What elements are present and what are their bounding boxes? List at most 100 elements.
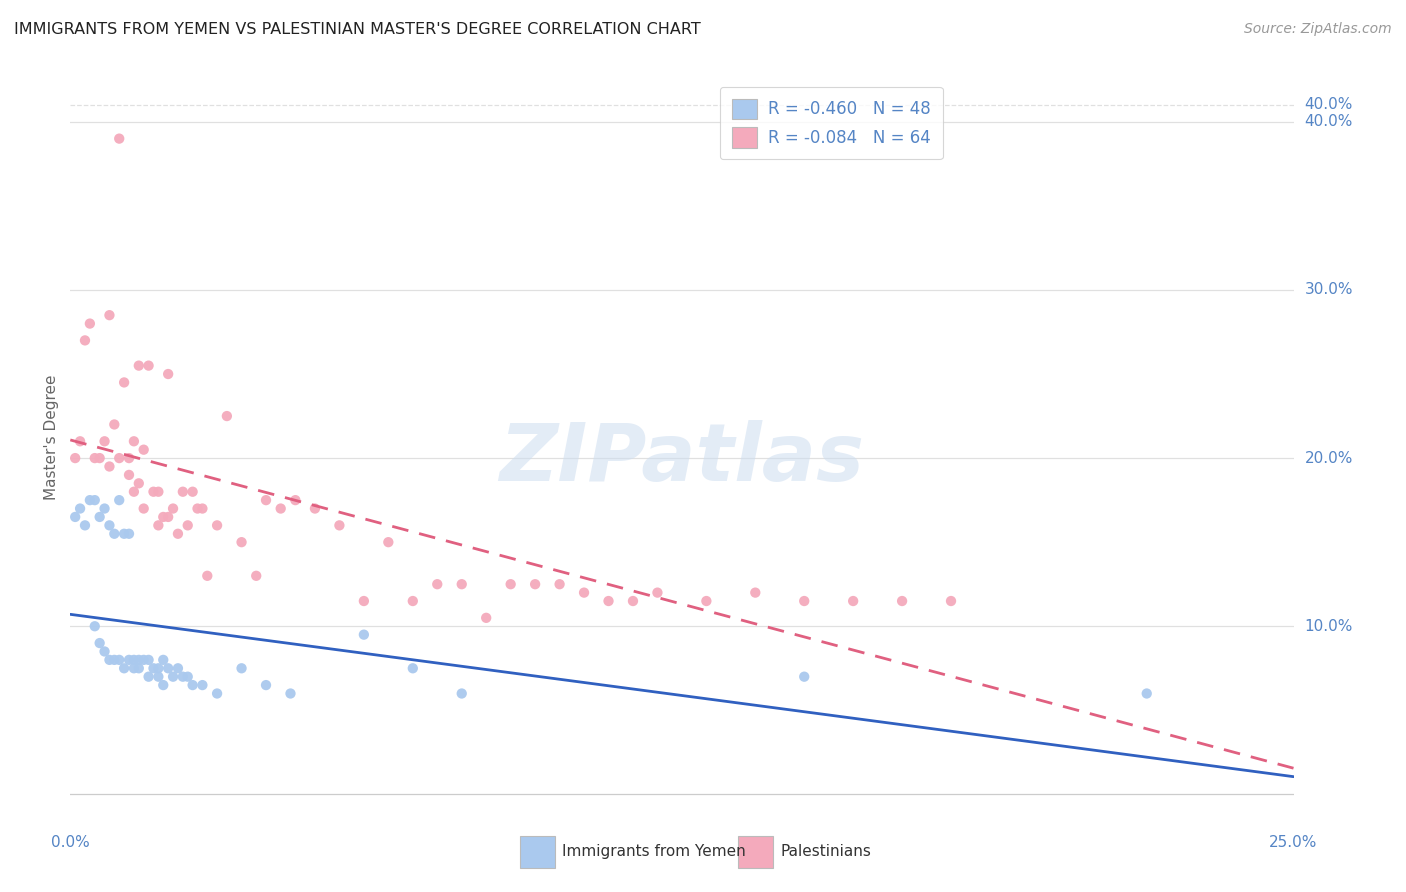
- Point: [270, 501, 292, 516]
- Point: [426, 577, 449, 591]
- Point: [118, 653, 141, 667]
- Point: [79, 317, 101, 331]
- Point: [842, 594, 865, 608]
- Point: [98, 308, 121, 322]
- Point: [450, 577, 472, 591]
- Point: [647, 585, 669, 599]
- Point: [186, 501, 208, 516]
- Text: 20.0%: 20.0%: [1305, 450, 1353, 466]
- Point: [377, 535, 399, 549]
- Point: [793, 670, 815, 684]
- Point: [450, 686, 472, 700]
- Point: [167, 526, 190, 541]
- Point: [205, 686, 228, 700]
- Point: [402, 661, 425, 675]
- Point: [132, 442, 155, 457]
- Point: [572, 585, 595, 599]
- Point: [93, 434, 115, 449]
- Point: [548, 577, 571, 591]
- Point: [172, 670, 194, 684]
- Point: [128, 661, 150, 675]
- Point: [167, 661, 190, 675]
- Point: [132, 653, 155, 667]
- Text: Palestinians: Palestinians: [780, 845, 872, 859]
- Point: [695, 594, 717, 608]
- Point: [328, 518, 350, 533]
- Point: [132, 501, 155, 516]
- Point: [122, 434, 145, 449]
- Point: [128, 359, 150, 373]
- Point: [162, 501, 184, 516]
- Point: [254, 493, 277, 508]
- Point: [108, 493, 131, 508]
- Text: 0.0%: 0.0%: [51, 836, 90, 850]
- Point: [89, 510, 111, 524]
- Point: [148, 661, 170, 675]
- Point: [122, 661, 145, 675]
- Point: [83, 619, 105, 633]
- Point: [177, 670, 200, 684]
- Point: [304, 501, 326, 516]
- Point: [245, 569, 267, 583]
- Point: [69, 501, 91, 516]
- Point: [181, 678, 204, 692]
- Text: ZIPatlas: ZIPatlas: [499, 420, 865, 498]
- Point: [69, 434, 91, 449]
- Point: [122, 653, 145, 667]
- Point: [79, 493, 101, 508]
- Point: [89, 636, 111, 650]
- Point: [118, 451, 141, 466]
- Point: [793, 594, 815, 608]
- Point: [172, 484, 194, 499]
- Point: [138, 653, 160, 667]
- Text: Source: ZipAtlas.com: Source: ZipAtlas.com: [1244, 22, 1392, 37]
- Point: [89, 451, 111, 466]
- Point: [103, 417, 125, 432]
- Point: [98, 653, 121, 667]
- Point: [138, 670, 160, 684]
- Y-axis label: Master's Degree: Master's Degree: [44, 375, 59, 500]
- Point: [157, 367, 180, 381]
- Text: 10.0%: 10.0%: [1305, 619, 1353, 633]
- Point: [891, 594, 914, 608]
- Legend: R = -0.460   N = 48, R = -0.084   N = 64: R = -0.460 N = 48, R = -0.084 N = 64: [720, 87, 942, 160]
- Point: [254, 678, 277, 692]
- Point: [108, 131, 131, 145]
- Point: [353, 627, 375, 641]
- Point: [98, 518, 121, 533]
- Point: [138, 359, 160, 373]
- Point: [475, 611, 498, 625]
- Point: [73, 334, 96, 348]
- Point: [128, 476, 150, 491]
- Point: [63, 510, 86, 524]
- Point: [231, 535, 253, 549]
- Text: 40.0%: 40.0%: [1305, 114, 1353, 129]
- Point: [112, 376, 135, 390]
- Point: [93, 501, 115, 516]
- Point: [118, 467, 141, 482]
- Text: IMMIGRANTS FROM YEMEN VS PALESTINIAN MASTER'S DEGREE CORRELATION CHART: IMMIGRANTS FROM YEMEN VS PALESTINIAN MAS…: [14, 22, 700, 37]
- Point: [148, 518, 170, 533]
- Point: [148, 484, 170, 499]
- Point: [73, 518, 96, 533]
- Point: [177, 518, 200, 533]
- Point: [621, 594, 644, 608]
- Point: [112, 526, 135, 541]
- Point: [142, 484, 165, 499]
- Point: [280, 686, 302, 700]
- Point: [598, 594, 620, 608]
- Point: [142, 661, 165, 675]
- Point: [744, 585, 766, 599]
- Point: [98, 459, 121, 474]
- Point: [284, 493, 307, 508]
- Point: [103, 653, 125, 667]
- Point: [128, 653, 150, 667]
- Point: [63, 451, 86, 466]
- Text: 30.0%: 30.0%: [1305, 283, 1353, 297]
- Point: [205, 518, 228, 533]
- Point: [524, 577, 547, 591]
- Point: [499, 577, 522, 591]
- Point: [1136, 686, 1159, 700]
- Point: [162, 670, 184, 684]
- Point: [93, 644, 115, 658]
